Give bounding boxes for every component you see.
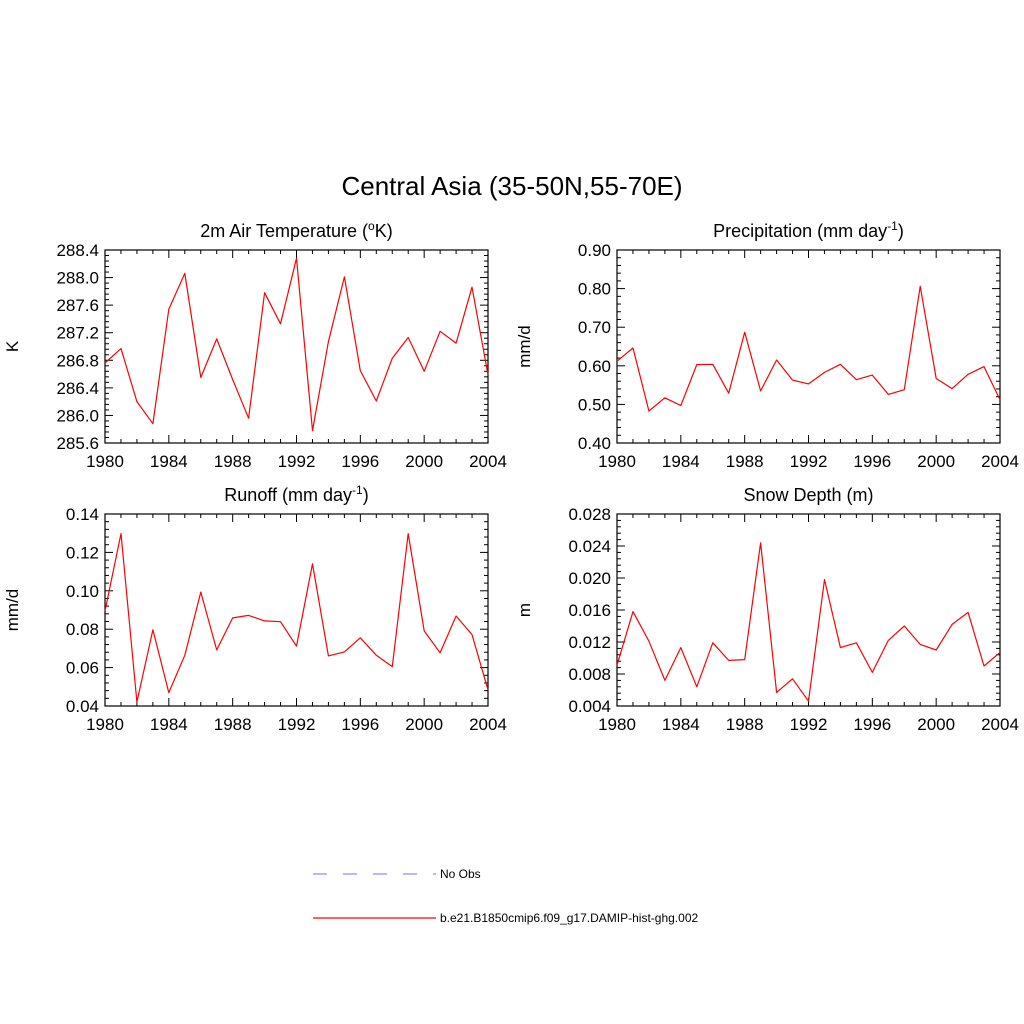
y-tick-label: 0.80 xyxy=(578,280,611,299)
y-tick-label: 288.0 xyxy=(56,269,99,288)
x-tick-label: 1980 xyxy=(598,452,636,471)
x-tick-label: 1980 xyxy=(86,715,124,734)
y-tick-label: 0.016 xyxy=(568,601,611,620)
legend-label-model: b.e21.B1850cmip6.f09_g17.DAMIP-hist-ghg.… xyxy=(440,911,698,925)
x-tick-label: 1984 xyxy=(150,452,188,471)
x-tick-label: 2000 xyxy=(405,715,443,734)
y-tick-label: 286.8 xyxy=(56,351,99,370)
x-tick-label: 1984 xyxy=(150,715,188,734)
y-tick-label: 287.6 xyxy=(56,296,99,315)
x-tick-label: 1984 xyxy=(662,452,700,471)
x-tick-label: 2004 xyxy=(469,452,507,471)
y-tick-label: 0.12 xyxy=(66,543,99,562)
y-tick-label: 0.50 xyxy=(578,395,611,414)
x-tick-label: 1988 xyxy=(214,452,252,471)
y-tick-label: 0.020 xyxy=(568,569,611,588)
chart-panel-4: 1980 1984 1988 1992 1996 2000 2004 0.004 0.008 0.… xyxy=(515,485,1019,734)
panel-title: Runoff (mm day-1) xyxy=(224,483,368,505)
y-tick-label: 0.90 xyxy=(578,241,611,260)
y-tick-label: 286.4 xyxy=(56,379,99,398)
y-tick-label: 288.4 xyxy=(56,241,99,260)
x-tick-label: 1988 xyxy=(726,452,764,471)
series-line-1 xyxy=(104,257,489,432)
series-line-1 xyxy=(616,542,1001,702)
y-tick-label: 0.024 xyxy=(568,537,611,556)
y-tick-label: 285.6 xyxy=(56,434,99,453)
x-tick-label: 1988 xyxy=(726,715,764,734)
y-tick-label: 287.2 xyxy=(56,324,99,343)
y-tick-label: 0.70 xyxy=(578,318,611,337)
x-tick-label: 2000 xyxy=(405,452,443,471)
y-tick-label: 0.14 xyxy=(66,505,99,524)
y-tick-label: 0.10 xyxy=(66,582,99,601)
chart-panel-1: 1980 1984 1988 1992 1996 2000 2004 285.6 286.0 28… xyxy=(3,219,507,471)
y-tick-label: 0.004 xyxy=(568,697,611,716)
plot-frame xyxy=(616,513,1001,707)
y-tick-label: 0.028 xyxy=(568,505,611,524)
x-tick-label: 1980 xyxy=(86,452,124,471)
x-tick-label: 1996 xyxy=(341,715,379,734)
panels: 1980 1984 1988 1992 1996 2000 2004 285.6 286.0 28… xyxy=(3,219,1019,734)
x-tick-label: 2000 xyxy=(917,715,955,734)
y-tick-label: 0.06 xyxy=(66,659,99,678)
y-tick-label: 286.0 xyxy=(56,406,99,425)
x-tick-label: 1996 xyxy=(853,715,891,734)
x-tick-label: 1992 xyxy=(278,715,316,734)
chart-panel-3: 1980 1984 1988 1992 1996 2000 2004 0.04 0.06 0.08… xyxy=(3,483,507,734)
y-tick-label: 0.40 xyxy=(578,434,611,453)
x-tick-label: 2004 xyxy=(981,452,1019,471)
legend-label-no-obs: No Obs xyxy=(440,867,481,881)
y-axis-label: mm/d xyxy=(515,325,534,368)
series-line-1 xyxy=(616,285,1001,412)
plot-frame xyxy=(104,513,489,707)
panel-title: 2m Air Temperature (oK) xyxy=(200,219,392,241)
legend: No Obs b.e21.B1850cmip6.f09_g17.DAMIP-hi… xyxy=(313,867,698,925)
x-tick-label: 2004 xyxy=(469,715,507,734)
chart-panel-2: 1980 1984 1988 1992 1996 2000 2004 0.40 0.50 0.60… xyxy=(515,219,1019,471)
y-tick-label: 0.008 xyxy=(568,665,611,684)
y-tick-label: 0.60 xyxy=(578,357,611,376)
x-tick-label: 1992 xyxy=(790,452,828,471)
x-tick-label: 1980 xyxy=(598,715,636,734)
y-tick-label: 0.08 xyxy=(66,620,99,639)
plot-frame xyxy=(616,249,1001,444)
x-tick-label: 2004 xyxy=(981,715,1019,734)
x-tick-label: 2000 xyxy=(917,452,955,471)
panel-title: Precipitation (mm day-1) xyxy=(713,219,904,241)
x-tick-label: 1988 xyxy=(214,715,252,734)
y-tick-label: 0.012 xyxy=(568,633,611,652)
x-tick-label: 1984 xyxy=(662,715,700,734)
x-tick-label: 1992 xyxy=(278,452,316,471)
series-line-1 xyxy=(104,532,489,703)
figure-title: Central Asia (35-50N,55-70E) xyxy=(341,171,682,201)
y-tick-label: 0.04 xyxy=(66,697,99,716)
y-axis-label: K xyxy=(3,340,22,352)
plot-frame xyxy=(104,249,489,444)
x-tick-label: 1996 xyxy=(853,452,891,471)
x-tick-label: 1996 xyxy=(341,452,379,471)
y-axis-label: m xyxy=(515,603,534,617)
y-axis-label: mm/d xyxy=(3,589,22,632)
x-tick-label: 1992 xyxy=(790,715,828,734)
panel-title: Snow Depth (m) xyxy=(743,485,873,505)
